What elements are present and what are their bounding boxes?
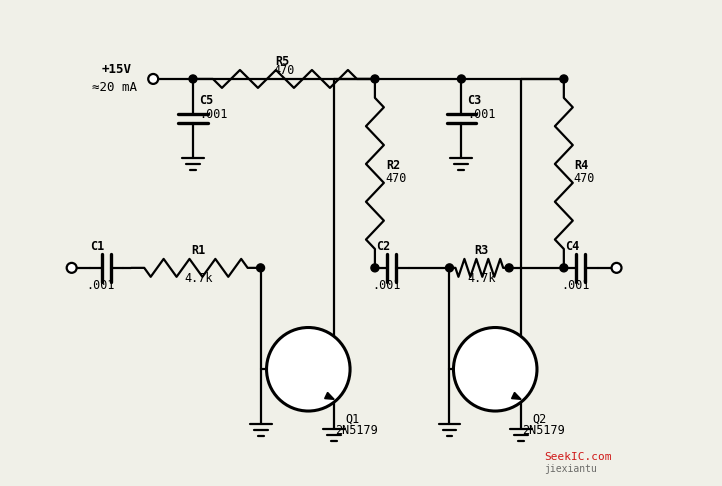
Circle shape	[66, 263, 77, 273]
Text: .001: .001	[561, 279, 589, 292]
Text: .001: .001	[372, 279, 401, 292]
Circle shape	[458, 75, 466, 83]
Text: R4: R4	[574, 159, 588, 172]
Circle shape	[148, 74, 158, 84]
Text: .001: .001	[467, 108, 496, 121]
Text: R5: R5	[276, 54, 290, 68]
Text: C2: C2	[376, 241, 390, 254]
Text: C4: C4	[565, 241, 579, 254]
Text: .001: .001	[87, 279, 115, 292]
Circle shape	[560, 264, 567, 272]
Text: Q1: Q1	[345, 413, 360, 425]
Text: R2: R2	[386, 159, 400, 172]
Polygon shape	[325, 392, 334, 399]
Text: ≈20 mA: ≈20 mA	[92, 81, 136, 94]
Circle shape	[560, 75, 567, 83]
Circle shape	[256, 264, 264, 272]
Text: 4.7k: 4.7k	[467, 272, 496, 285]
Text: 4.7k: 4.7k	[184, 272, 212, 285]
Circle shape	[371, 264, 379, 272]
Text: 470: 470	[386, 172, 407, 185]
Circle shape	[445, 264, 453, 272]
Text: C5: C5	[199, 94, 213, 107]
Text: +15V: +15V	[102, 63, 131, 75]
Circle shape	[266, 328, 350, 411]
Circle shape	[612, 263, 622, 273]
Text: 470: 470	[274, 65, 295, 77]
Circle shape	[371, 75, 379, 83]
Circle shape	[453, 328, 537, 411]
Text: R1: R1	[191, 244, 205, 258]
Polygon shape	[512, 392, 521, 399]
Text: R3: R3	[474, 244, 489, 258]
Text: 470: 470	[574, 172, 595, 185]
Text: C3: C3	[467, 94, 482, 107]
Text: .001: .001	[199, 108, 227, 121]
Text: SeekIC.com: SeekIC.com	[544, 452, 612, 462]
Text: C1: C1	[90, 241, 105, 254]
Circle shape	[189, 75, 197, 83]
Text: jiexiantu: jiexiantu	[544, 464, 597, 474]
Text: 2N5179: 2N5179	[522, 424, 565, 437]
Text: 2N5179: 2N5179	[335, 424, 378, 437]
Text: Q2: Q2	[532, 413, 547, 425]
Circle shape	[505, 264, 513, 272]
